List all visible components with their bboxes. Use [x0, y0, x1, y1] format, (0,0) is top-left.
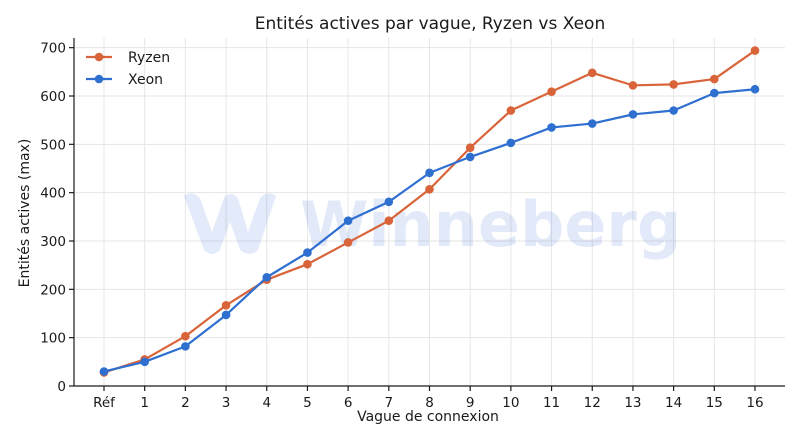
data-point-xeon	[547, 123, 556, 132]
legend-label-xeon: Xeon	[128, 72, 163, 88]
data-point-ryzen	[465, 143, 475, 153]
data-point-ryzen	[628, 81, 638, 90]
x-axis-label: Vague de connexion	[357, 409, 499, 425]
data-point-xeon	[99, 367, 109, 376]
data-point-xeon	[628, 110, 638, 119]
data-point-xeon	[140, 357, 149, 367]
legend: Ryzen Xeon	[86, 50, 170, 88]
grid	[74, 38, 785, 387]
x-tick-label: 14	[665, 395, 682, 411]
watermark: Winneberg	[184, 188, 681, 261]
x-tick-label: 1	[140, 395, 149, 411]
data-point-ryzen	[343, 238, 353, 247]
x-tick-label: 10	[502, 395, 519, 411]
x-tick-label: 8	[425, 395, 434, 411]
plot-area	[99, 46, 760, 377]
data-point-xeon	[343, 216, 353, 225]
data-point-ryzen	[221, 300, 231, 310]
legend-label-ryzen: Ryzen	[128, 50, 170, 66]
data-point-ryzen	[547, 87, 556, 96]
y-axis-label: Entités actives (max)	[17, 139, 33, 288]
data-point-xeon	[587, 119, 597, 128]
x-tick-label: 6	[344, 395, 353, 411]
data-point-ryzen	[181, 331, 190, 341]
data-point-xeon	[750, 84, 760, 94]
data-point-ryzen	[425, 184, 434, 194]
data-point-ryzen	[303, 259, 312, 269]
x-tick-label: 11	[543, 395, 560, 411]
data-point-xeon	[303, 248, 312, 257]
y-tick-label: 0	[57, 379, 66, 395]
data-point-xeon	[384, 197, 394, 207]
x-tick-label: 2	[181, 395, 190, 411]
data-point-xeon	[710, 88, 719, 98]
y-tick-label: 300	[40, 234, 66, 250]
data-point-xeon	[181, 342, 190, 351]
y-tick-label: 200	[40, 282, 66, 298]
data-point-ryzen	[710, 74, 719, 84]
x-tick-label: 5	[303, 395, 312, 411]
data-point-ryzen	[384, 216, 394, 225]
data-point-xeon	[425, 168, 434, 178]
watermark-text: Winneberg	[300, 188, 681, 261]
legend-marker-ryzen	[94, 52, 104, 62]
x-tick-label: 13	[624, 395, 641, 411]
x-tick-label: 16	[746, 395, 763, 411]
legend-marker-xeon	[94, 74, 104, 84]
data-point-ryzen	[587, 68, 597, 78]
data-point-xeon	[262, 272, 272, 282]
data-point-xeon	[506, 138, 516, 148]
y-tick-label: 500	[40, 137, 66, 153]
data-point-ryzen	[669, 80, 678, 89]
data-point-xeon	[221, 310, 231, 320]
y-tick-label: 700	[40, 41, 66, 57]
x-tick-label: Réf	[93, 395, 116, 411]
x-tick-label: 12	[584, 395, 601, 411]
x-tick-label: 9	[466, 395, 475, 411]
y-tick-label: 400	[40, 186, 66, 202]
x-tick-label: 7	[385, 395, 394, 411]
data-point-xeon	[465, 152, 475, 162]
data-point-xeon	[669, 106, 678, 115]
y-tick-label: 100	[40, 331, 66, 347]
x-tick-label: 4	[262, 395, 271, 411]
watermark-logo-icon	[184, 193, 276, 254]
x-tick-label: 15	[706, 395, 723, 411]
y-tick-label: 600	[40, 89, 66, 105]
x-tick-label: 3	[222, 395, 231, 411]
chart-title: Entités actives par vague, Ryzen vs Xeon	[255, 14, 605, 34]
data-point-ryzen	[506, 106, 516, 115]
data-point-ryzen	[750, 46, 760, 55]
